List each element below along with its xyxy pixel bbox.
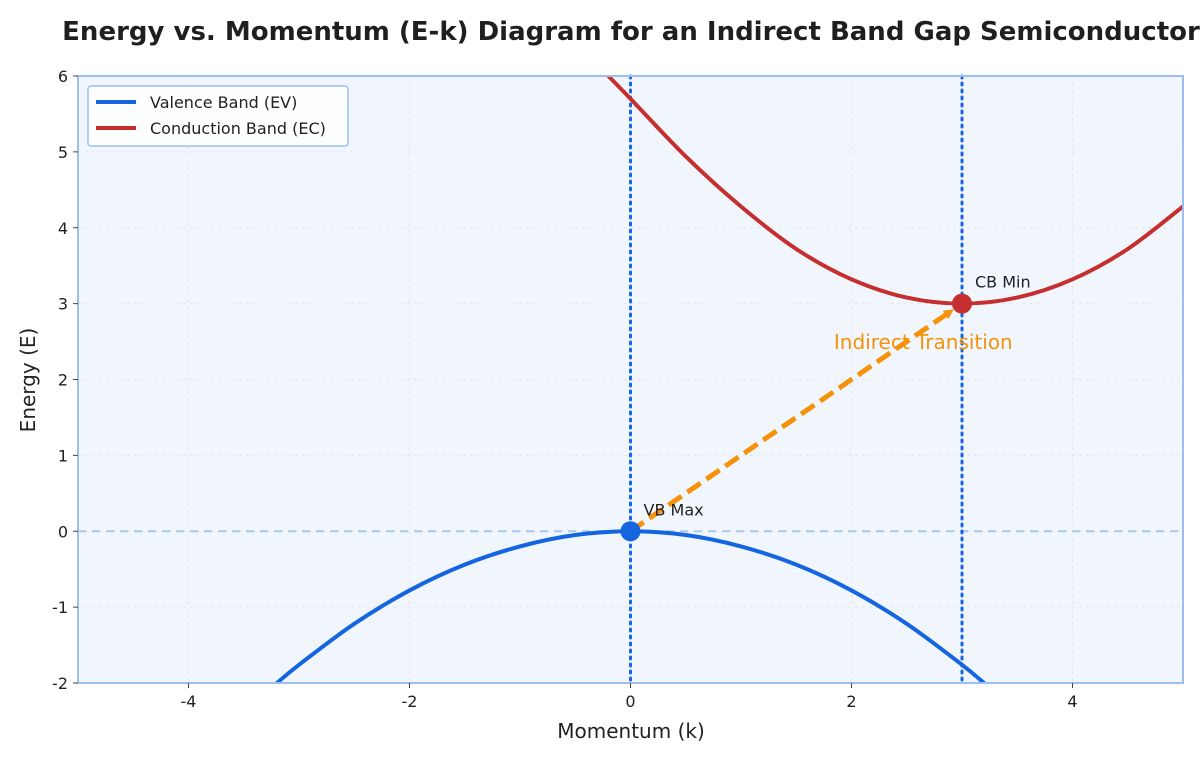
x-tick-label: -2 [402, 692, 418, 711]
x-ticks: -4 -2 0 2 4 [181, 683, 1078, 711]
y-axis-label: Energy (E) [16, 328, 40, 433]
indirect-transition-label: Indirect Transition [834, 330, 1013, 354]
arrow-layer: Indirect Transition [629, 308, 1013, 534]
legend: Valence Band (EV) Conduction Band (EC) [87, 85, 349, 147]
legend-box [87, 85, 349, 147]
y-tick-label: 3 [58, 295, 68, 314]
x-tick-label: -4 [181, 692, 197, 711]
vb-max-marker [620, 521, 641, 542]
y-tick-label: -1 [52, 598, 68, 617]
x-tick-label: 2 [846, 692, 856, 711]
x-axis-label: Momentum (k) [557, 719, 705, 743]
vb-max-label: VB Max [644, 500, 704, 519]
indirect-transition-arrow [629, 308, 954, 534]
y-tick-label: 6 [58, 67, 68, 86]
chart-title: Energy vs. Momentum (E-k) Diagram for an… [62, 17, 1200, 47]
legend-entry: Conduction Band (EC) [150, 119, 326, 138]
cb-min-label: CB Min [975, 273, 1031, 292]
y-tick-label: 2 [58, 371, 68, 390]
y-tick-label: 1 [58, 446, 68, 465]
legend-entry: Valence Band (EV) [150, 93, 297, 112]
y-tick-label: 5 [58, 143, 68, 162]
conduction-band-line [606, 76, 1183, 306]
x-tick-label: 4 [1067, 692, 1077, 711]
y-tick-label: 4 [58, 219, 68, 238]
y-tick-label: -2 [52, 674, 68, 693]
y-ticks: -2 -1 0 1 2 3 4 5 6 [52, 67, 78, 693]
cb-min-marker [952, 293, 972, 314]
y-tick-label: 0 [58, 522, 68, 541]
points-layer: VB Max CB Min [620, 273, 1031, 542]
x-tick-label: 0 [625, 692, 635, 711]
